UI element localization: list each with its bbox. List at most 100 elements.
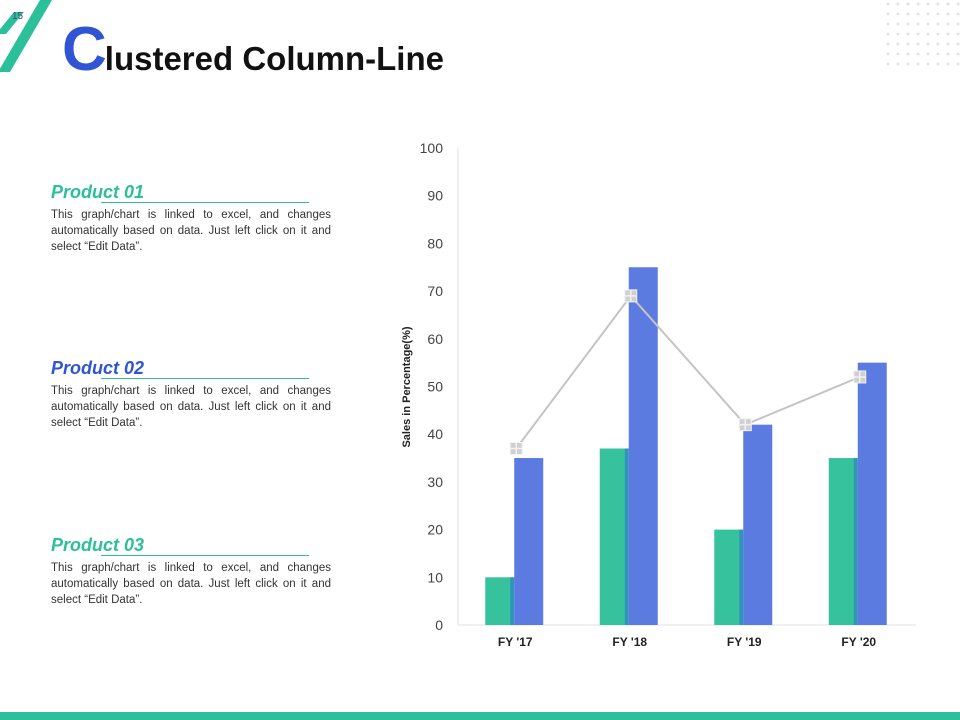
bar-series-2 <box>857 362 887 625</box>
bar-series-2 <box>514 458 544 625</box>
y-tick-label: 90 <box>427 188 443 204</box>
dot <box>896 2 900 6</box>
dot <box>886 32 890 36</box>
product-03-block: Product 03 This graph/chart is linked to… <box>51 534 331 608</box>
dot <box>956 62 960 66</box>
dot <box>936 42 940 46</box>
dot <box>886 2 890 6</box>
bar-series-1 <box>828 458 858 625</box>
x-tick-label: FY '18 <box>612 635 647 649</box>
dot <box>946 2 950 6</box>
title-initial: C <box>62 15 107 84</box>
dot <box>946 32 950 36</box>
y-tick-label: 0 <box>435 617 443 633</box>
line-point-marker <box>738 418 752 432</box>
product-01-underline <box>101 202 309 203</box>
dot <box>936 52 940 56</box>
dot <box>886 42 890 46</box>
y-tick-label: 80 <box>427 235 443 251</box>
dot <box>916 62 920 66</box>
dot <box>886 12 890 16</box>
y-tick-label: 50 <box>427 379 443 395</box>
product-02-description: This graph/chart is linked to excel, and… <box>51 385 331 429</box>
x-tick-label: FY '19 <box>727 635 762 649</box>
dot <box>896 42 900 46</box>
y-tick-label: 30 <box>427 474 443 490</box>
dot <box>906 2 910 6</box>
dot-pattern-decoration <box>886 2 960 66</box>
product-01-description: This graph/chart is linked to excel, and… <box>51 209 331 253</box>
dot <box>926 52 930 56</box>
bar-edge-shade <box>510 577 515 625</box>
dot <box>946 62 950 66</box>
dot <box>926 22 930 26</box>
x-tick-label: FY '20 <box>841 635 876 649</box>
dot <box>946 12 950 16</box>
dot <box>956 22 960 26</box>
dot <box>956 42 960 46</box>
line-point-marker <box>624 289 638 303</box>
y-tick-label: 60 <box>427 331 443 347</box>
dot <box>896 62 900 66</box>
dot <box>916 22 920 26</box>
dot <box>936 12 940 16</box>
dot <box>956 52 960 56</box>
dot <box>916 42 920 46</box>
bar-series-2 <box>628 267 658 625</box>
bar-series-1 <box>485 577 515 625</box>
dot <box>926 2 930 6</box>
product-03-underline <box>101 555 309 556</box>
product-01-block: Product 01 This graph/chart is linked to… <box>51 181 331 255</box>
dot <box>916 2 920 6</box>
bar-edge-shade <box>853 458 858 625</box>
dot <box>936 62 940 66</box>
bar-series-1 <box>599 448 629 625</box>
dot <box>906 12 910 16</box>
line-point-marker <box>853 370 867 384</box>
dot <box>926 42 930 46</box>
line-series <box>515 294 861 450</box>
dot <box>896 22 900 26</box>
line-point-marker <box>509 442 523 456</box>
y-tick-label: 100 <box>420 140 444 156</box>
page-title: Clustered Column-Line <box>62 14 444 85</box>
dot <box>886 22 890 26</box>
dot <box>926 32 930 36</box>
bar-series-2 <box>743 424 773 625</box>
product-02-title: Product 02 <box>51 358 145 378</box>
dot <box>916 32 920 36</box>
dot <box>916 12 920 16</box>
dot <box>896 32 900 36</box>
dot <box>956 32 960 36</box>
product-02-block: Product 02 This graph/chart is linked to… <box>51 357 331 431</box>
y-tick-label: 40 <box>427 426 443 442</box>
bar-edge-shade <box>739 529 744 625</box>
page-number: 15 <box>12 11 24 22</box>
x-tick-label: FY '17 <box>498 635 533 649</box>
dot <box>886 52 890 56</box>
bottom-accent-bar <box>0 712 960 720</box>
dot <box>926 62 930 66</box>
bar-series-1 <box>714 529 744 625</box>
dot <box>906 42 910 46</box>
dot <box>926 12 930 16</box>
product-03-description: This graph/chart is linked to excel, and… <box>51 562 331 606</box>
corner-stripes-decoration <box>0 0 52 72</box>
dot <box>936 2 940 6</box>
dot <box>946 52 950 56</box>
dot <box>946 42 950 46</box>
bar-edge-shade <box>624 448 629 625</box>
dot <box>906 52 910 56</box>
dot <box>906 32 910 36</box>
title-rest: lustered Column-Line <box>104 40 444 77</box>
y-tick-label: 70 <box>427 283 443 299</box>
dot <box>936 32 940 36</box>
dot <box>886 62 890 66</box>
product-03-title: Product 03 <box>51 535 145 555</box>
product-02-underline <box>101 378 309 379</box>
dot <box>896 12 900 16</box>
product-01-title: Product 01 <box>51 182 145 202</box>
dot <box>896 52 900 56</box>
y-tick-label: 20 <box>427 522 443 538</box>
